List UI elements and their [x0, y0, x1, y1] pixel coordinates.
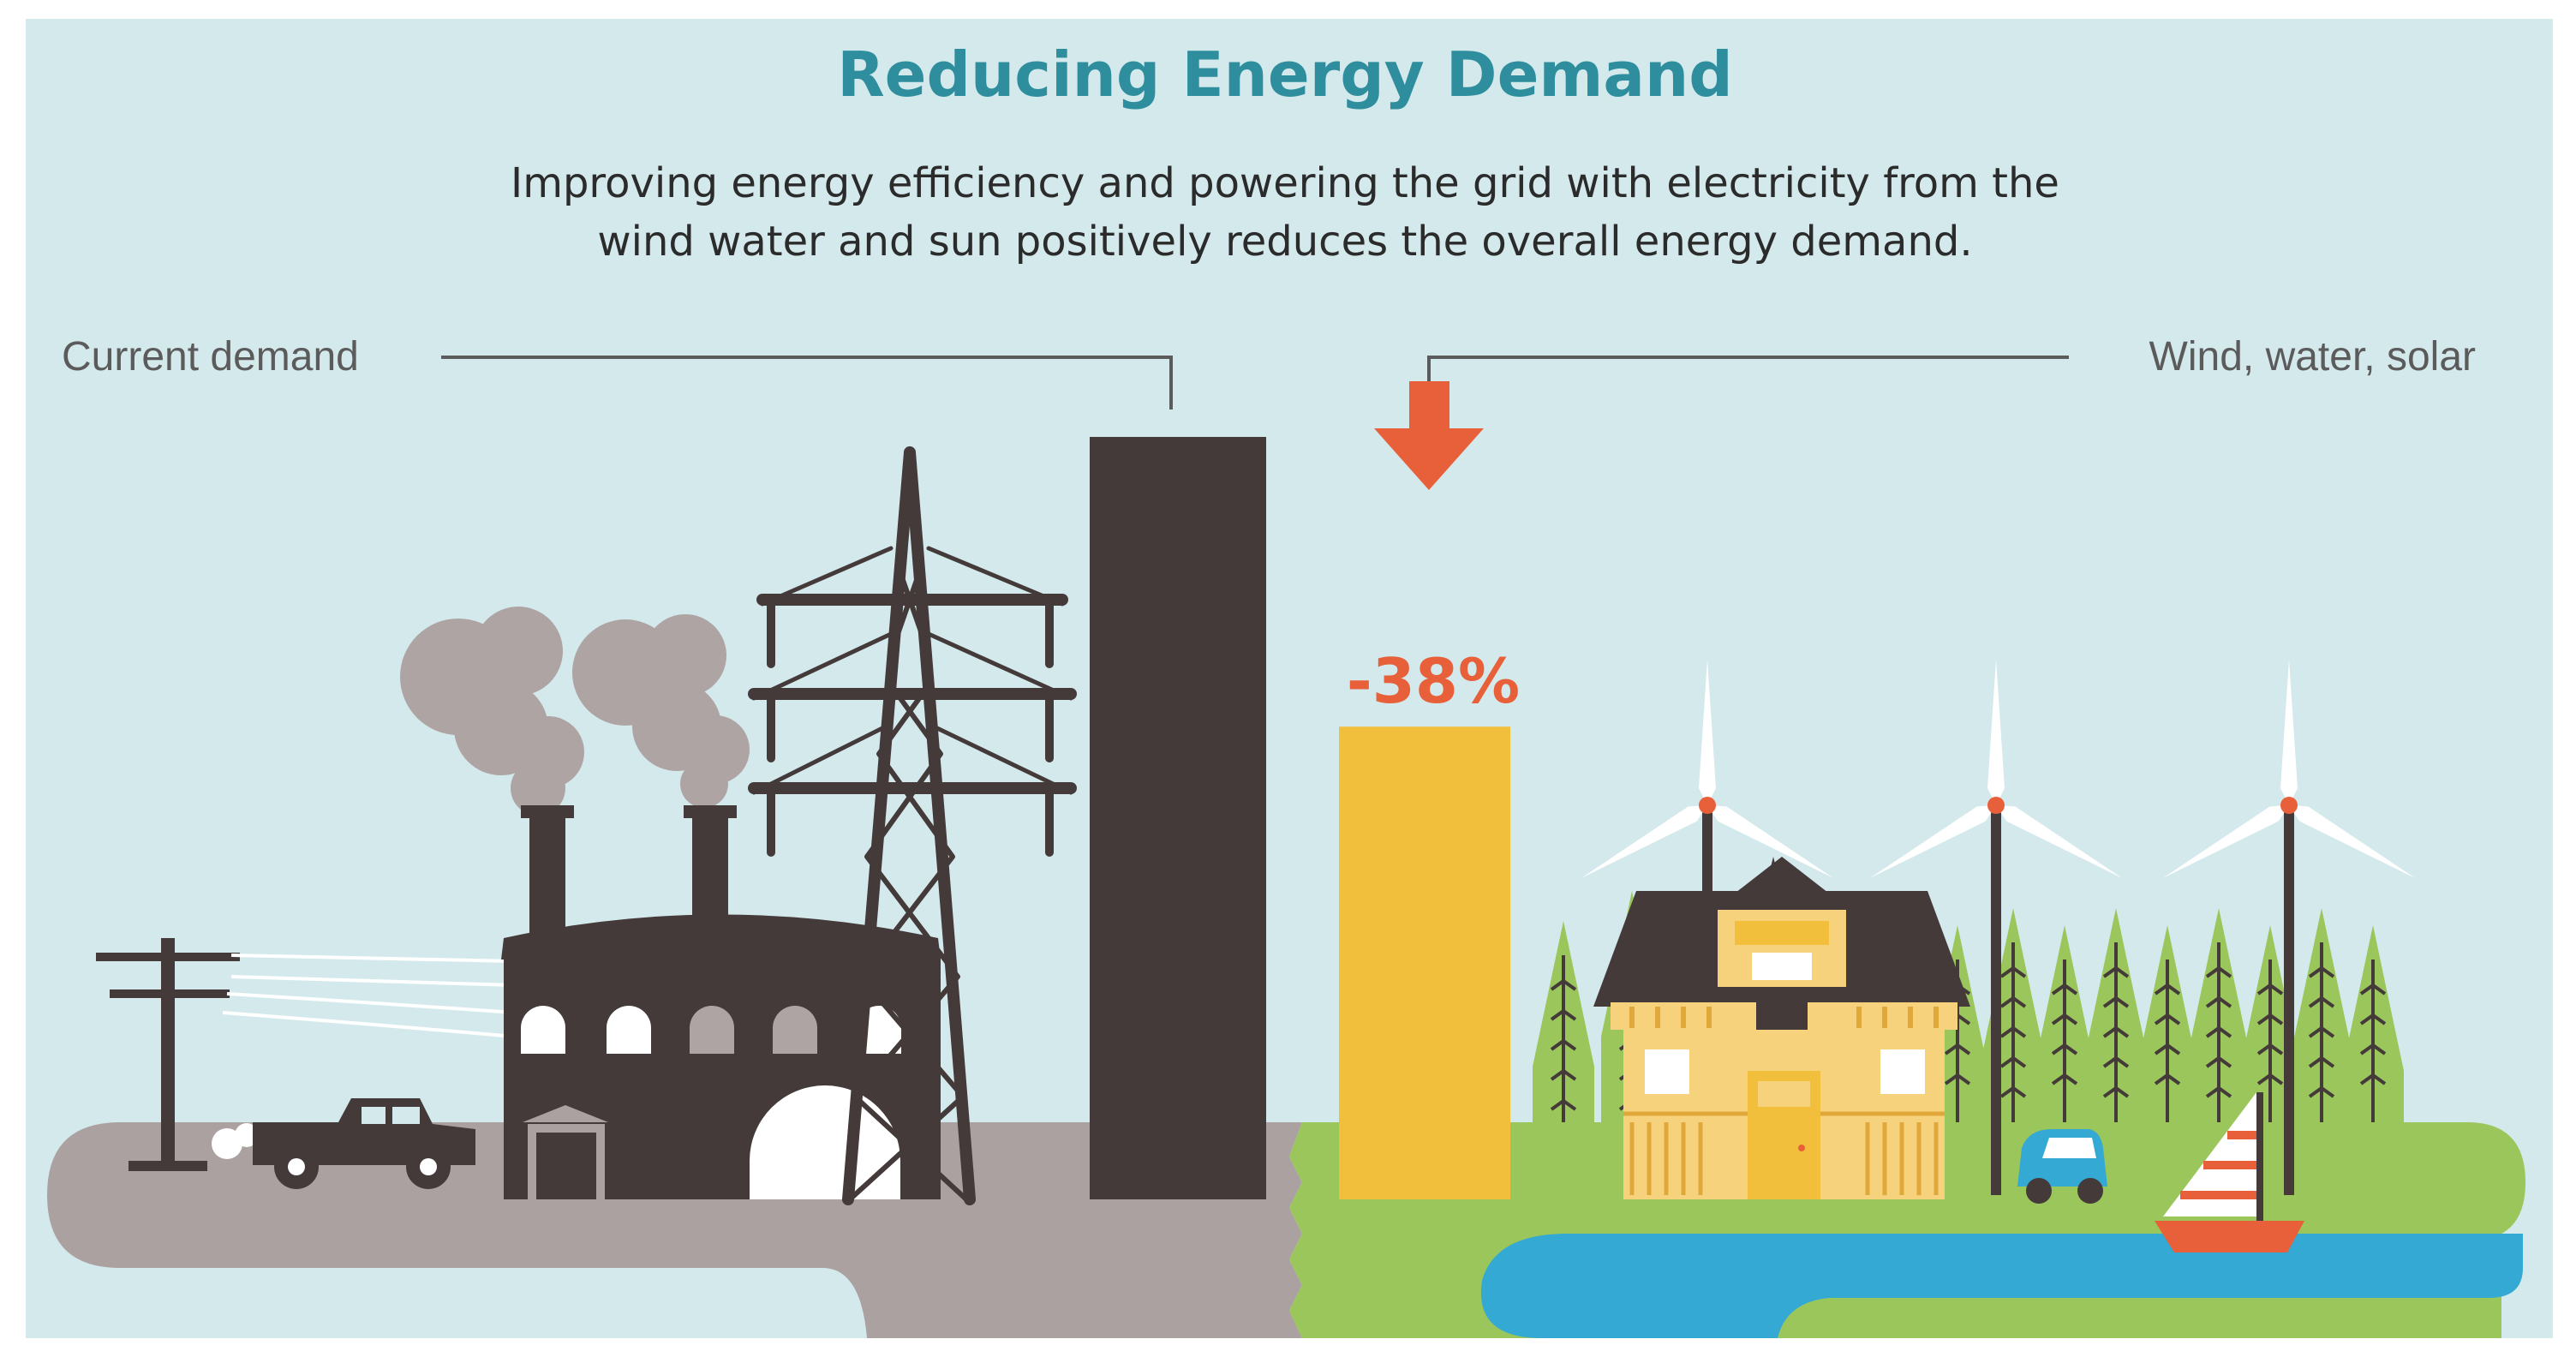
transmission-tower-icon — [748, 446, 1077, 1205]
power-pole-icon — [96, 938, 515, 1171]
down-arrow-icon — [1374, 381, 1484, 490]
electric-car-icon — [2017, 1129, 2107, 1204]
pickup-truck-icon — [212, 1098, 475, 1189]
label-wind-water-solar: Wind, water, solar — [2149, 334, 2476, 380]
tree-icon — [2188, 908, 2250, 1122]
tree-icon — [1533, 921, 1594, 1122]
smoke-cloud-left — [400, 607, 584, 816]
tree-icon — [2342, 925, 2404, 1122]
ground-left — [47, 1122, 1302, 1338]
reduction-label: -38% — [1347, 645, 1520, 717]
subtitle-line-1: Improving energy efficiency and powering… — [511, 159, 2059, 207]
leader-line-renewables — [1427, 356, 2069, 381]
leader-line-current — [441, 356, 1173, 409]
sailboat-icon — [2155, 1092, 2304, 1252]
bar-chart: -38% — [1090, 437, 1520, 1199]
water — [1480, 1234, 2523, 1338]
tree-icon — [2085, 908, 2147, 1122]
tree-icon — [2137, 925, 2198, 1122]
label-current-demand: Current demand — [62, 334, 359, 380]
bar-wind-water-solar — [1339, 726, 1510, 1199]
chart-title: Reducing Energy Demand — [837, 39, 1733, 111]
subtitle-line-2: wind water and sun positively reduces th… — [597, 218, 1972, 266]
tree-icon — [2291, 908, 2352, 1122]
tree-icon — [2034, 925, 2095, 1122]
smoke-cloud-right — [572, 614, 750, 808]
house-icon — [1593, 857, 1970, 1199]
wind-turbine-icon — [1869, 660, 2123, 1195]
bar-current-demand — [1090, 437, 1266, 1199]
wind-turbine-icon — [2162, 660, 2416, 1195]
